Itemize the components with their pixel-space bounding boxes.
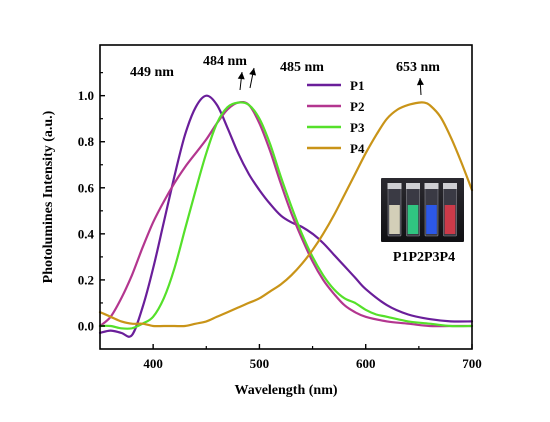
vial-solution: [426, 205, 437, 234]
y-tick-label: 0.8: [78, 134, 95, 149]
legend-label-p4: P4: [350, 141, 365, 156]
series-layer: [98, 94, 474, 338]
peak-label: 484 nm: [203, 54, 247, 69]
series-line-p3: [98, 101, 474, 330]
vial-cap: [406, 183, 420, 189]
x-tick-label: 400: [143, 356, 163, 371]
annotation-layer: 449 nm 484 nm 485 nm 653 nm: [130, 54, 440, 96]
peak-label: 485 nm: [280, 60, 324, 75]
peak-arrow-head: [249, 68, 257, 76]
series-line-p1: [98, 94, 474, 338]
vial-solution: [407, 205, 419, 234]
vial-cap: [443, 183, 457, 189]
tick-layer: 400 500 600 700 0.0 0.2 0.4 0.6 0.8 1.0: [78, 72, 482, 371]
vial-layer: [387, 183, 457, 237]
x-tick-label: 700: [462, 356, 482, 371]
y-tick-label: 0.6: [78, 180, 95, 195]
peak-arrow-head: [416, 78, 424, 86]
peak-label: 653 nm: [396, 60, 440, 75]
legend-label-p3: P3: [350, 120, 365, 135]
vial-photo-inset: [381, 178, 464, 242]
y-tick-label: 0.4: [78, 226, 95, 241]
peak-label: 449 nm: [130, 65, 174, 80]
series-line-p4: [98, 101, 474, 328]
plot-frame: [99, 44, 473, 350]
vial-solution: [444, 205, 456, 234]
y-axis-label: Photolumines Intensity (a.u.): [41, 110, 56, 283]
legend-label-p2: P2: [350, 99, 364, 114]
vial-cap: [387, 183, 402, 189]
peak-arrow-head: [237, 72, 245, 80]
vial-cap: [424, 183, 439, 189]
x-tick-label: 600: [356, 356, 376, 371]
y-tick-label: 0.2: [78, 272, 94, 287]
series-line-p2: [98, 100, 474, 328]
x-axis-label: Wavelength (nm): [234, 383, 337, 398]
x-tick-label: 500: [250, 356, 270, 371]
legend-label-p1: P1: [350, 78, 364, 93]
legend: P1 P2 P3 P4: [307, 78, 365, 156]
vial-solution: [389, 205, 400, 234]
inset-caption: P1P2P3P4: [393, 250, 455, 265]
y-tick-label: 0.0: [78, 318, 94, 333]
y-tick-label: 1.0: [78, 88, 94, 103]
